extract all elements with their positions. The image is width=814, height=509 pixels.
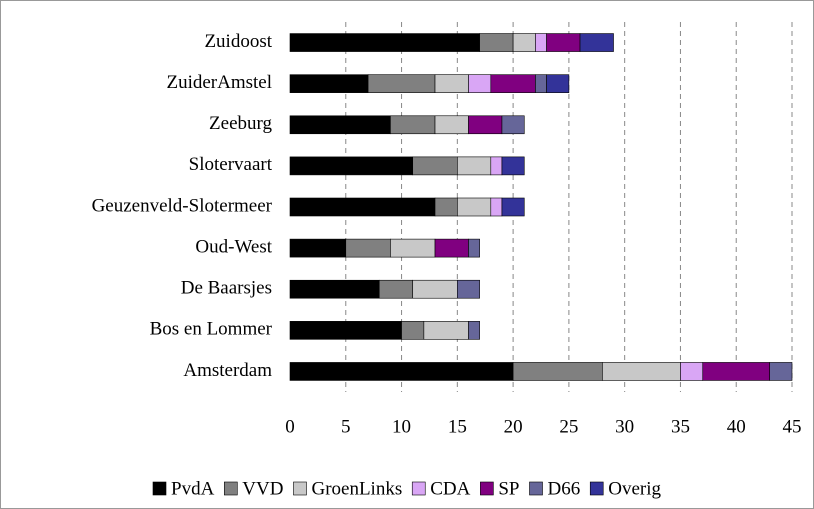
bar-segment bbox=[579, 33, 614, 52]
legend-swatch bbox=[411, 481, 426, 496]
legend-swatch bbox=[152, 481, 167, 496]
x-tick-label: 20 bbox=[504, 416, 523, 437]
bar-segment bbox=[490, 74, 536, 93]
bar-segment bbox=[602, 362, 681, 381]
bar-segment bbox=[412, 156, 458, 176]
bar-segment bbox=[390, 115, 436, 135]
bar-segment bbox=[434, 115, 469, 135]
y-tick-label: Zuidoost bbox=[204, 31, 272, 52]
bar-segment bbox=[512, 33, 536, 52]
bar-segment bbox=[390, 238, 436, 258]
x-tick-label: 5 bbox=[341, 416, 351, 437]
bar-segment bbox=[535, 74, 547, 93]
legend-label: Overig bbox=[608, 478, 661, 499]
x-tick-label: 0 bbox=[285, 416, 295, 437]
bar-segment bbox=[289, 238, 347, 258]
y-tick-label: Zeeburg bbox=[209, 113, 272, 134]
bar-segment bbox=[289, 279, 380, 299]
bar-segment bbox=[289, 362, 514, 381]
legend-label: GroenLinks bbox=[311, 478, 402, 499]
bar-segment bbox=[367, 74, 436, 93]
legend-label: PvdA bbox=[171, 478, 215, 499]
bar-segment bbox=[546, 33, 581, 52]
bar-segment bbox=[457, 156, 492, 176]
legend-label: D66 bbox=[548, 478, 581, 499]
legend-swatch bbox=[223, 481, 238, 496]
bar-segment bbox=[501, 115, 525, 135]
legend-swatch bbox=[529, 481, 543, 496]
bar-segment bbox=[412, 279, 458, 299]
legend-swatch bbox=[480, 481, 494, 496]
bar-segment bbox=[702, 362, 770, 381]
bar-segment bbox=[501, 156, 525, 176]
bar-segment bbox=[680, 362, 704, 381]
bar-segment bbox=[434, 197, 458, 217]
y-tick-label: Oud-West bbox=[195, 236, 272, 257]
x-tick-label: 30 bbox=[615, 416, 634, 437]
y-tick-label: Geuzenveld-Slotermeer bbox=[92, 195, 273, 216]
bar-segment bbox=[289, 33, 480, 52]
bar-segment bbox=[535, 33, 547, 52]
bar-segment bbox=[423, 321, 469, 340]
bar-segment bbox=[289, 197, 436, 217]
legend-swatch bbox=[589, 481, 604, 496]
bar-segment bbox=[468, 321, 480, 340]
bar-segment bbox=[345, 238, 391, 258]
legend-swatch bbox=[293, 481, 307, 496]
bar-segment bbox=[490, 197, 503, 217]
bar-segment bbox=[434, 238, 469, 258]
bar-segment bbox=[769, 362, 793, 381]
x-tick-label: 45 bbox=[783, 416, 802, 437]
x-tick-label: 10 bbox=[392, 416, 411, 437]
legend-label: CDA bbox=[430, 478, 470, 499]
y-tick-label: De Baarsjes bbox=[181, 278, 272, 299]
y-tick-label: Slotervaart bbox=[189, 154, 273, 175]
legend-label: VVD bbox=[242, 478, 283, 499]
y-tick-label: ZuiderAmstel bbox=[166, 72, 272, 93]
bar-segment bbox=[468, 74, 492, 93]
x-tick-label: 35 bbox=[671, 416, 690, 437]
x-tick-label: 15 bbox=[448, 416, 467, 437]
bar-segment bbox=[289, 115, 391, 135]
x-tick-label: 25 bbox=[559, 416, 578, 437]
bar-segment bbox=[378, 279, 414, 299]
bar-segment bbox=[289, 321, 402, 340]
bar-segment bbox=[434, 74, 469, 93]
bar-segment bbox=[468, 238, 480, 258]
bar-segment bbox=[512, 362, 603, 381]
bar-segment bbox=[501, 197, 525, 217]
y-tick-label: Amsterdam bbox=[183, 360, 272, 381]
legend-label: SP bbox=[498, 478, 519, 499]
bar-segment bbox=[490, 156, 503, 176]
bar-segment bbox=[401, 321, 425, 340]
y-tick-label: Bos en Lommer bbox=[150, 319, 273, 340]
bar-segment bbox=[546, 74, 570, 93]
bar-segment bbox=[457, 197, 492, 217]
x-tick-label: 40 bbox=[727, 416, 746, 437]
bar-segment bbox=[289, 74, 369, 93]
bar-segment bbox=[289, 156, 414, 176]
bar-segment bbox=[479, 33, 514, 52]
bar-segment bbox=[468, 115, 503, 135]
bar-segment bbox=[457, 279, 480, 299]
